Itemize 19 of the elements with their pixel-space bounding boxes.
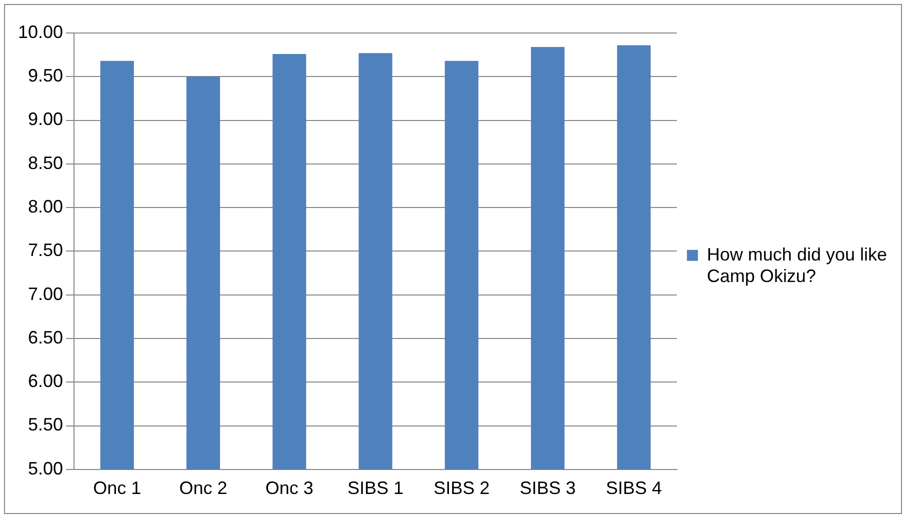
y-tick-label: 10.00	[18, 22, 64, 42]
y-tick-label: 8.50	[28, 152, 64, 173]
y-tick-label: 5.00	[28, 458, 64, 478]
x-tick-label: SIBS 2	[434, 478, 490, 498]
y-tick-label: 5.50	[28, 414, 64, 435]
x-tick-label: SIBS 4	[606, 478, 662, 498]
y-tick-label: 9.00	[28, 109, 64, 130]
legend-label: How much did you like Camp Okizu?	[706, 244, 888, 286]
x-tick-label: Onc 2	[179, 478, 228, 498]
y-tick-label: 6.00	[28, 371, 64, 392]
y-tick-label: 7.50	[28, 240, 64, 260]
y-tick-label: 8.00	[28, 196, 64, 217]
x-tick-label: Onc 1	[93, 478, 142, 498]
y-tick-label: 6.50	[28, 327, 64, 348]
x-tick-label: Onc 3	[265, 478, 314, 498]
y-tick-label: 9.50	[28, 66, 64, 86]
x-tick-label: SIBS 1	[347, 478, 404, 498]
y-tick-label: 7.00	[28, 284, 64, 304]
x-tick-label: SIBS 3	[520, 478, 576, 498]
